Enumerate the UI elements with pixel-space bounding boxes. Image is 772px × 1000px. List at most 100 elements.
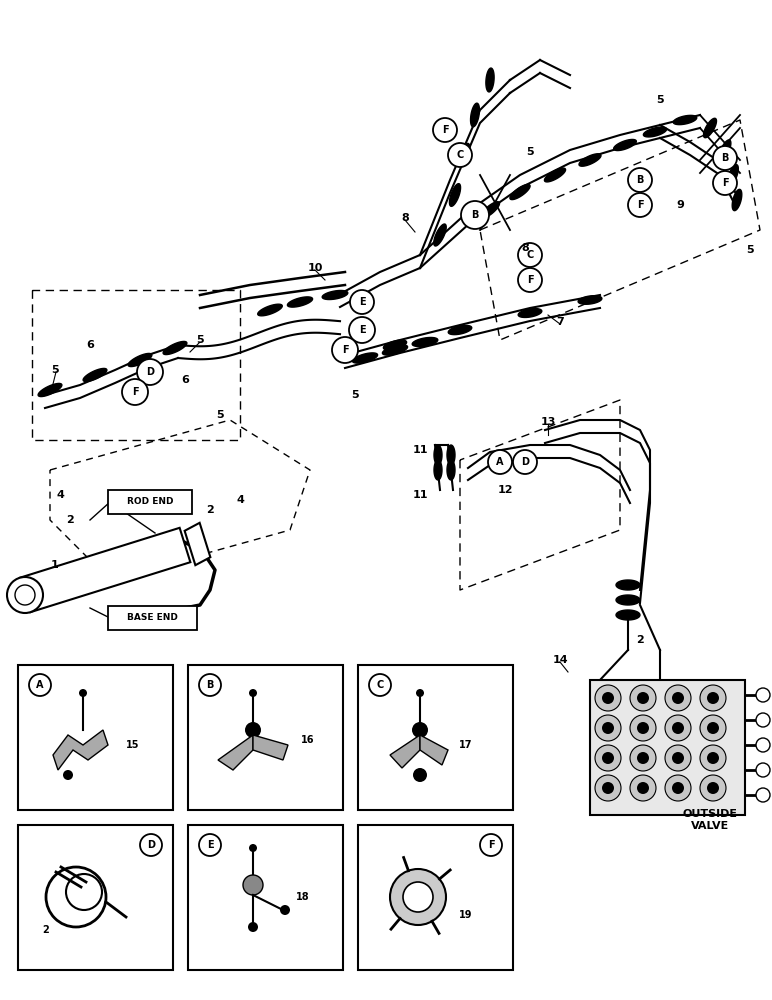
Circle shape [349, 317, 375, 343]
Text: C: C [377, 680, 384, 690]
Polygon shape [434, 224, 446, 246]
Polygon shape [579, 154, 601, 166]
Circle shape [595, 685, 621, 711]
Circle shape [595, 775, 621, 801]
Text: D: D [147, 840, 155, 850]
Bar [358, 825, 513, 970]
Polygon shape [480, 202, 499, 218]
Polygon shape [83, 368, 107, 382]
Circle shape [15, 585, 35, 605]
Polygon shape [486, 68, 494, 92]
Polygon shape [616, 610, 640, 620]
Text: 17: 17 [459, 740, 472, 750]
Text: F: F [527, 275, 533, 285]
Text: F: F [488, 840, 494, 850]
Bar [590, 680, 745, 815]
Circle shape [199, 674, 221, 696]
Text: B: B [721, 153, 729, 163]
Circle shape [518, 243, 542, 267]
Polygon shape [616, 595, 640, 605]
Circle shape [665, 685, 691, 711]
Polygon shape [471, 103, 479, 127]
Circle shape [672, 752, 684, 764]
Polygon shape [434, 445, 442, 465]
Polygon shape [578, 296, 602, 304]
Circle shape [665, 775, 691, 801]
Polygon shape [460, 143, 470, 167]
FancyBboxPatch shape [108, 606, 197, 630]
Text: 4: 4 [236, 495, 244, 505]
Circle shape [488, 450, 512, 474]
Text: F: F [722, 178, 728, 188]
Text: 11: 11 [412, 445, 428, 455]
Circle shape [630, 775, 656, 801]
Circle shape [713, 146, 737, 170]
Circle shape [628, 193, 652, 217]
Circle shape [448, 143, 472, 167]
Polygon shape [258, 304, 283, 316]
Circle shape [756, 763, 770, 777]
Bar [18, 665, 173, 810]
Circle shape [7, 577, 43, 613]
Circle shape [637, 782, 649, 794]
Circle shape [756, 713, 770, 727]
Text: 10: 10 [307, 263, 323, 273]
Text: 5: 5 [747, 245, 753, 255]
Circle shape [140, 834, 162, 856]
Circle shape [518, 268, 542, 292]
Text: F: F [132, 387, 138, 397]
Circle shape [756, 738, 770, 752]
Circle shape [672, 722, 684, 734]
Polygon shape [719, 140, 731, 160]
Polygon shape [728, 165, 738, 185]
Circle shape [700, 715, 726, 741]
Polygon shape [643, 127, 666, 137]
Text: D: D [521, 457, 529, 467]
Polygon shape [447, 445, 455, 465]
Polygon shape [703, 118, 716, 138]
Circle shape [122, 379, 148, 405]
Circle shape [513, 450, 537, 474]
Circle shape [602, 752, 614, 764]
Circle shape [630, 745, 656, 771]
Polygon shape [382, 345, 408, 355]
Text: 2: 2 [66, 515, 74, 525]
Circle shape [637, 752, 649, 764]
Text: D: D [146, 367, 154, 377]
Polygon shape [434, 460, 442, 480]
Bar [358, 665, 513, 810]
Circle shape [416, 689, 424, 697]
Circle shape [245, 722, 261, 738]
Circle shape [595, 745, 621, 771]
Polygon shape [253, 735, 288, 760]
Text: 11: 11 [412, 490, 428, 500]
Text: E: E [207, 840, 213, 850]
Text: 5: 5 [656, 95, 664, 105]
Circle shape [700, 775, 726, 801]
Polygon shape [218, 735, 253, 770]
Polygon shape [420, 735, 448, 765]
Circle shape [637, 692, 649, 704]
Text: 5: 5 [351, 390, 359, 400]
Polygon shape [447, 460, 455, 480]
Text: 7: 7 [556, 317, 564, 327]
Circle shape [249, 844, 257, 852]
Text: 13: 13 [540, 417, 556, 427]
Circle shape [665, 745, 691, 771]
Circle shape [243, 875, 263, 895]
Circle shape [332, 337, 358, 363]
Circle shape [29, 674, 51, 696]
Polygon shape [163, 341, 187, 355]
Text: 12: 12 [497, 485, 513, 495]
Text: A: A [36, 680, 44, 690]
Text: E: E [359, 297, 365, 307]
Circle shape [480, 834, 502, 856]
Text: 5: 5 [51, 365, 59, 375]
Circle shape [665, 715, 691, 741]
Text: 5: 5 [527, 147, 533, 157]
Circle shape [707, 692, 719, 704]
Polygon shape [614, 139, 636, 151]
Circle shape [630, 685, 656, 711]
Text: A: A [496, 457, 504, 467]
Circle shape [412, 722, 428, 738]
